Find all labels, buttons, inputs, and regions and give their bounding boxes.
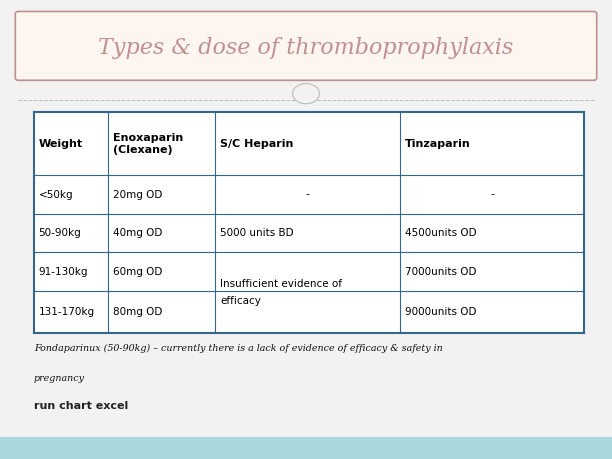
Text: 80mg OD: 80mg OD [113, 307, 162, 317]
Text: 9000units OD: 9000units OD [405, 307, 476, 317]
Circle shape [293, 84, 319, 104]
Text: Fondaparinux (50-90kg) – currently there is a lack of evidence of efficacy & saf: Fondaparinux (50-90kg) – currently there… [34, 344, 442, 353]
Text: Enoxaparin
(Clexane): Enoxaparin (Clexane) [113, 133, 183, 155]
Text: 20mg OD: 20mg OD [113, 190, 162, 200]
Text: 40mg OD: 40mg OD [113, 228, 162, 238]
Text: 4500units OD: 4500units OD [405, 228, 477, 238]
Text: 7000units OD: 7000units OD [405, 267, 476, 277]
Text: -: - [490, 190, 494, 200]
Text: run chart excel: run chart excel [34, 401, 128, 411]
Text: <50kg: <50kg [39, 190, 73, 200]
FancyBboxPatch shape [15, 11, 597, 80]
Text: Types & dose of thromboprophylaxis: Types & dose of thromboprophylaxis [99, 37, 513, 59]
Text: pregnancy: pregnancy [34, 374, 84, 383]
Text: S/C Heparin: S/C Heparin [220, 139, 294, 149]
Bar [0, 437, 612, 459]
Text: 91-130kg: 91-130kg [39, 267, 88, 277]
Text: Weight: Weight [39, 139, 83, 149]
Bar [34, 112, 584, 333]
Text: 131-170kg: 131-170kg [39, 307, 95, 317]
Text: Insufficient evidence of: Insufficient evidence of [220, 280, 342, 289]
Text: -: - [305, 190, 310, 200]
Text: 60mg OD: 60mg OD [113, 267, 162, 277]
Text: 50-90kg: 50-90kg [39, 228, 81, 238]
Text: 5000 units BD: 5000 units BD [220, 228, 294, 238]
Text: efficacy: efficacy [220, 296, 261, 306]
Text: Tinzaparin: Tinzaparin [405, 139, 471, 149]
